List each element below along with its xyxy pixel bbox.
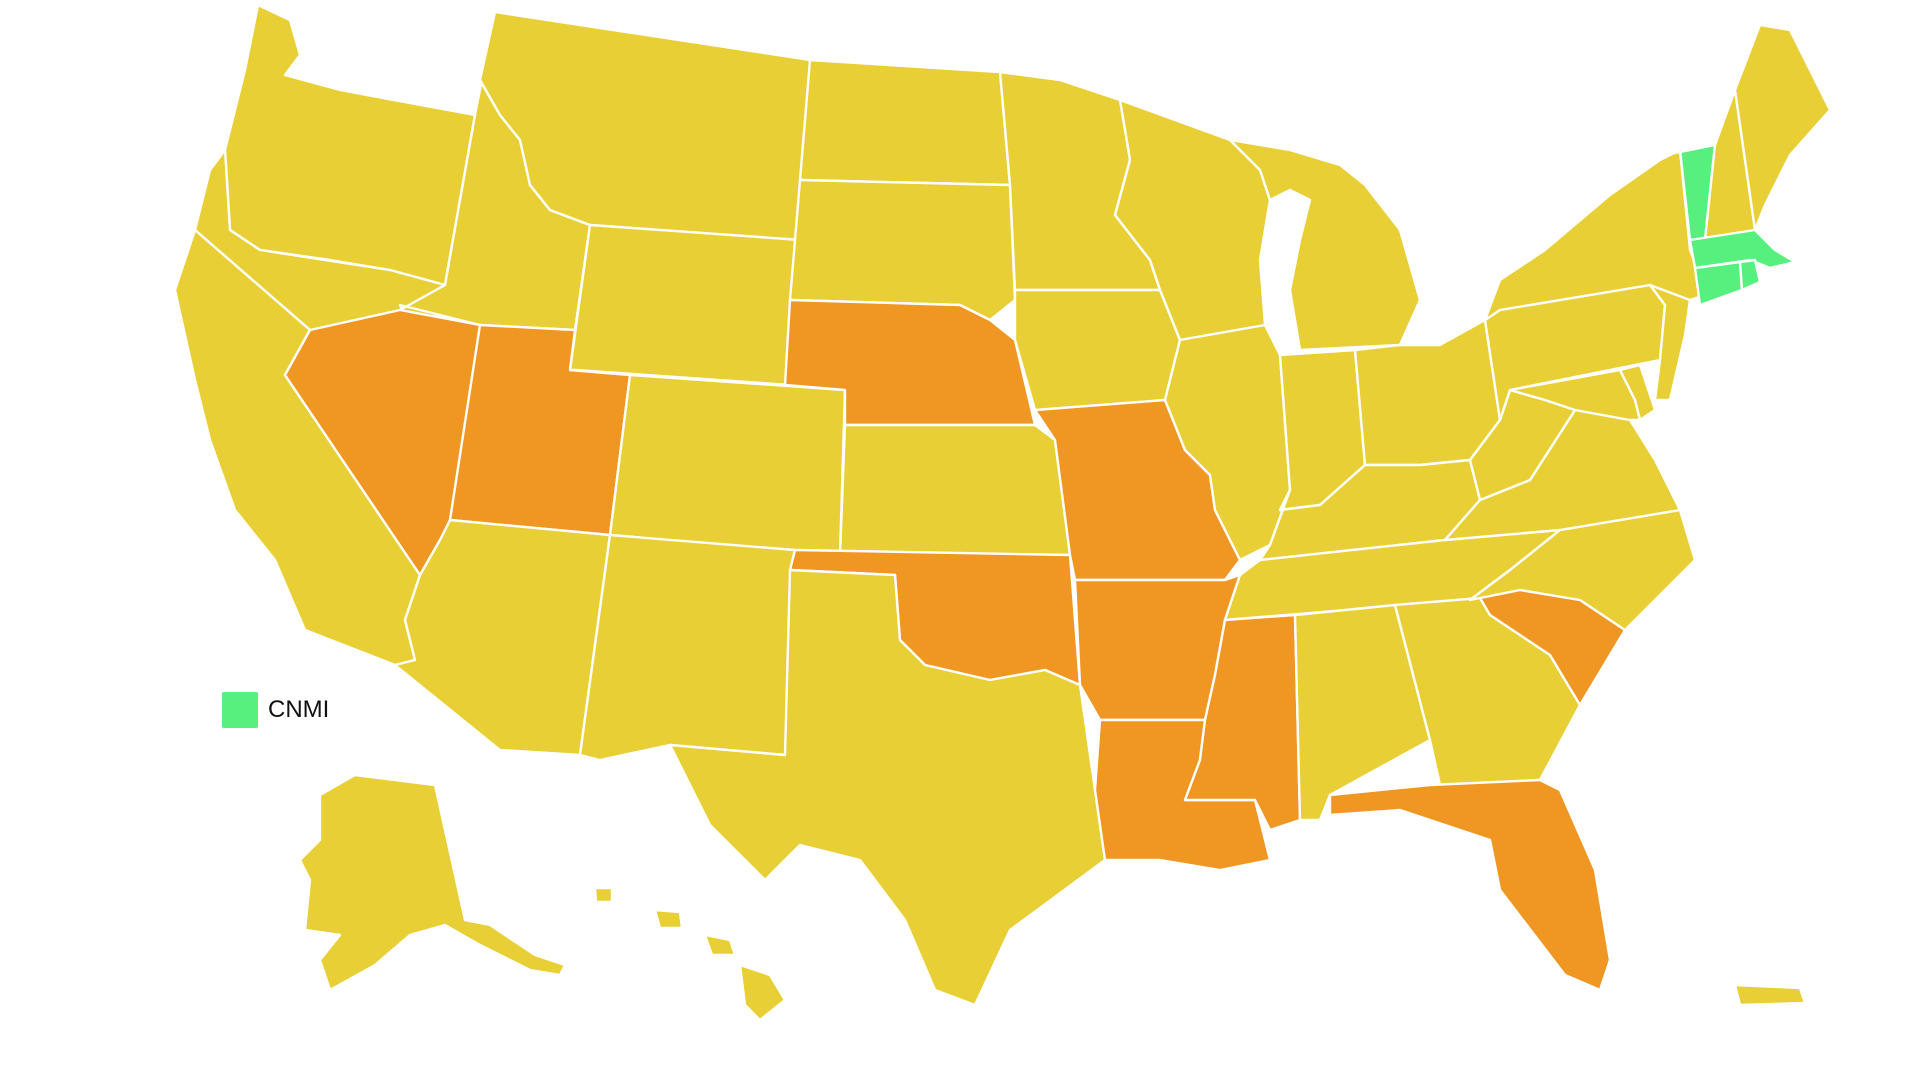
legend-label: CNMI xyxy=(268,696,330,723)
state-north-dakota[interactable] xyxy=(798,58,1012,187)
state-illinois[interactable] xyxy=(1163,323,1292,562)
territory-puerto-rico[interactable] xyxy=(1733,983,1807,1007)
state-hawaii-maui[interactable] xyxy=(703,933,737,957)
state-north-carolina[interactable] xyxy=(1468,508,1697,632)
state-alaska[interactable] xyxy=(298,773,567,992)
state-new-mexico[interactable] xyxy=(578,533,797,762)
state-hawaii-kauai[interactable] xyxy=(593,886,614,904)
state-new-jersey[interactable] xyxy=(1648,283,1692,402)
state-florida[interactable] xyxy=(1328,778,1612,992)
legend: CNMI xyxy=(222,692,329,728)
state-maine[interactable] xyxy=(1733,23,1832,232)
state-hawaii-big-island[interactable] xyxy=(738,963,787,1022)
state-connecticut[interactable] xyxy=(1693,260,1744,307)
state-kansas[interactable] xyxy=(838,423,1072,557)
state-delaware[interactable] xyxy=(1618,363,1657,422)
states-layer xyxy=(173,3,1832,1022)
state-wyoming[interactable] xyxy=(568,223,802,387)
state-washington[interactable] xyxy=(223,3,477,287)
state-iowa[interactable] xyxy=(1013,288,1182,412)
state-south-dakota[interactable] xyxy=(788,178,1017,322)
state-rhode-island[interactable] xyxy=(1738,258,1762,292)
state-michigan[interactable] xyxy=(1228,138,1422,352)
state-texas[interactable] xyxy=(668,568,1107,1007)
state-hawaii-oahu[interactable] xyxy=(653,908,684,930)
legend-swatch xyxy=(222,692,258,728)
state-colorado[interactable] xyxy=(608,373,847,557)
state-new-york[interactable] xyxy=(1483,148,1722,322)
